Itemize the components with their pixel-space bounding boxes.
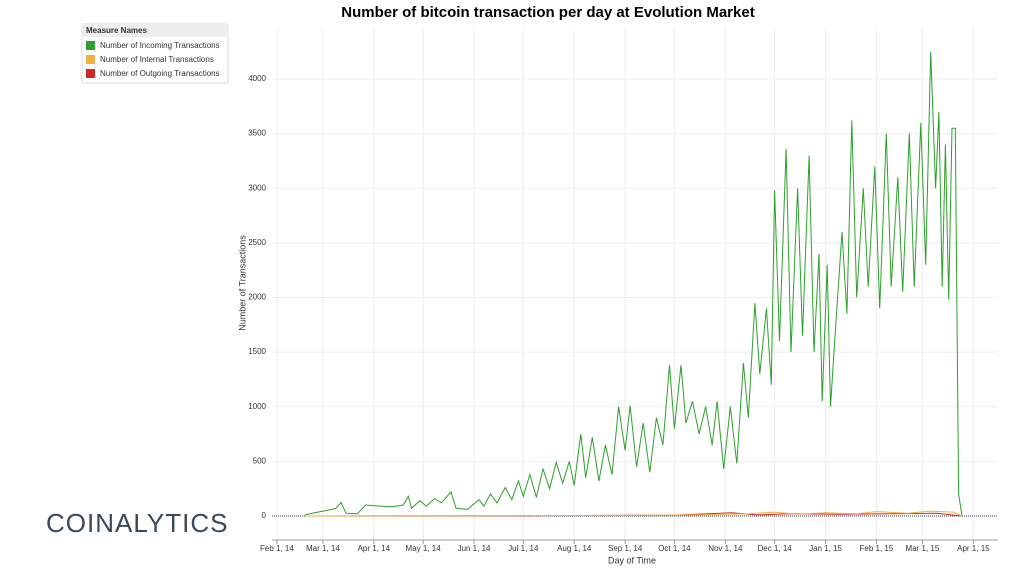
legend-swatch	[86, 55, 95, 64]
x-tick-label: Apr 1, 15	[957, 544, 990, 553]
x-tick-label: May 1, 14	[406, 544, 442, 553]
y-tick-label: 3000	[248, 183, 266, 192]
y-tick-label: 1000	[248, 402, 266, 411]
y-tick-label: 2000	[248, 293, 266, 302]
legend-label: Number of Incoming Transactions	[100, 41, 220, 50]
y-tick-label: 4000	[248, 74, 266, 83]
chart-title: Number of bitcoin transaction per day at…	[341, 4, 754, 21]
x-axis-label: Day of Time	[608, 555, 656, 565]
x-tick-label: Mar 1, 15	[906, 544, 940, 553]
legend-swatch	[86, 41, 95, 50]
x-tick-label: Aug 1, 14	[557, 544, 592, 553]
legend-label: Number of Internal Transactions	[100, 55, 214, 64]
legend-title: Measure Names	[86, 26, 147, 35]
y-tick-label: 2500	[248, 238, 266, 247]
y-tick-label: 1500	[248, 347, 266, 356]
x-tick-label: Feb 1, 14	[260, 544, 294, 553]
legend-swatch	[86, 69, 95, 78]
legend-header	[82, 24, 228, 37]
y-tick-label: 3500	[248, 129, 266, 138]
x-tick-label: Nov 1, 14	[708, 544, 743, 553]
legend-label: Number of Outgoing Transactions	[100, 69, 220, 78]
x-tick-label: Sep 1, 14	[608, 544, 643, 553]
x-tick-label: Jan 1, 15	[809, 544, 842, 553]
x-tick-label: Mar 1, 14	[306, 544, 340, 553]
y-tick-label: 0	[262, 511, 267, 520]
x-tick-label: Dec 1, 14	[757, 544, 792, 553]
grid	[272, 28, 998, 540]
x-tick-label: Feb 1, 15	[860, 544, 894, 553]
x-tick-label: Jul 1, 14	[508, 544, 539, 553]
y-axis-label: Number of Transactions	[237, 235, 247, 331]
series-line	[304, 510, 963, 517]
x-tick-label: Oct 1, 14	[658, 544, 691, 553]
y-tick-label: 500	[253, 456, 267, 465]
x-tick-label: Apr 1, 14	[358, 544, 391, 553]
series-line	[304, 51, 963, 516]
x-tick-label: Jun 1, 14	[458, 544, 491, 553]
legend: Measure Names Number of Incoming Transac…	[81, 23, 229, 84]
logo: COINALYTICS	[46, 508, 228, 538]
